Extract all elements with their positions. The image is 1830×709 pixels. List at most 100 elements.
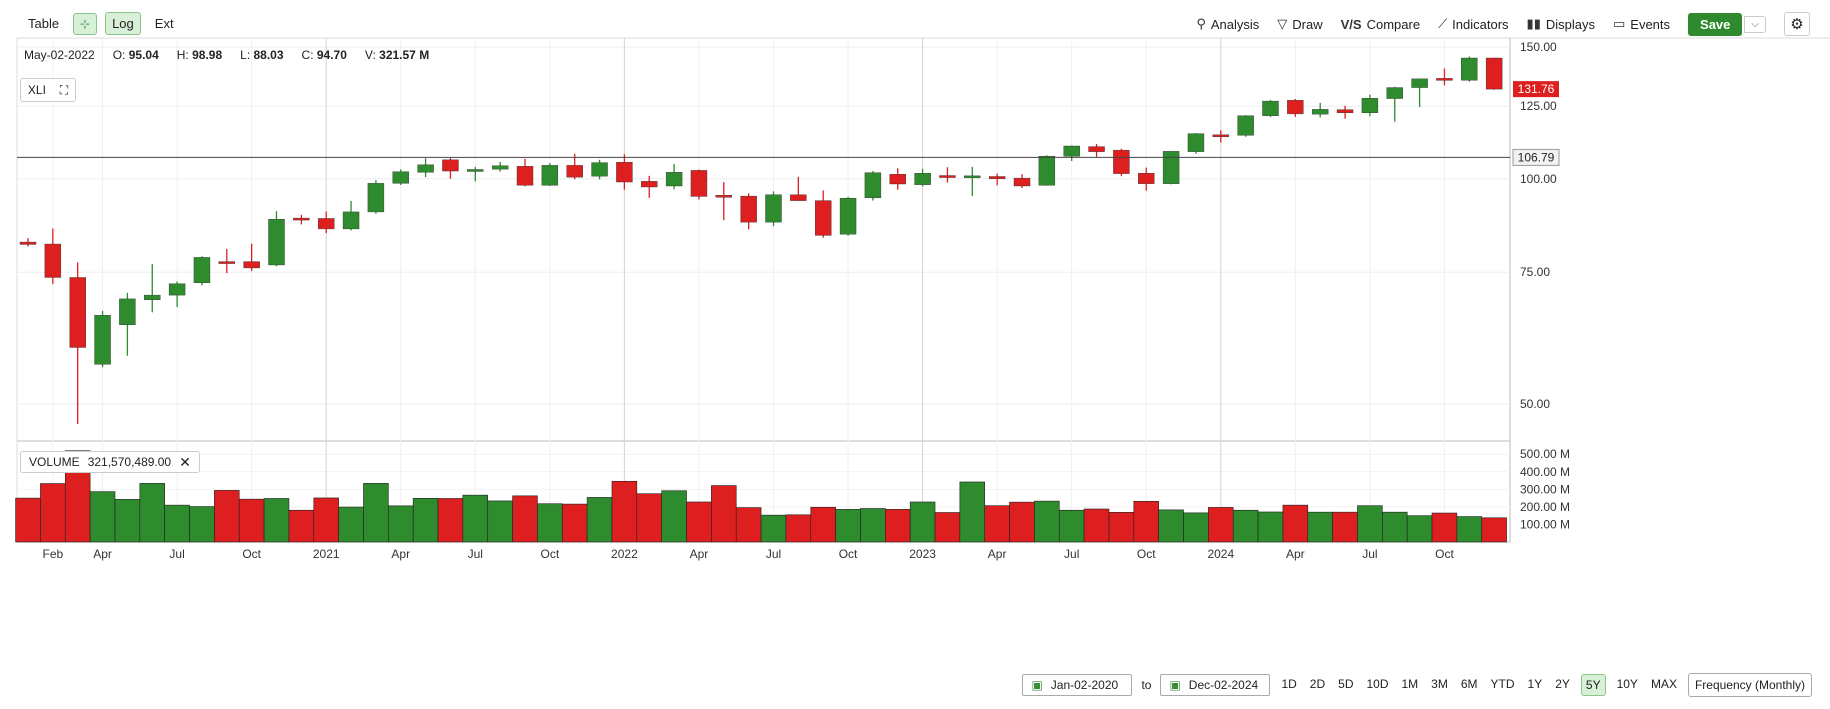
from-date-field[interactable]: ▣ Jan-02-2020 [1022,674,1133,696]
events-button[interactable]: ▭ Events [1613,16,1670,32]
to-date-field[interactable]: ▣ Dec-02-2024 [1160,674,1271,696]
draw-label: Draw [1292,16,1323,32]
candle [1386,87,1403,122]
candle-body [491,165,509,170]
price-tick-label: 150.00 [1520,40,1557,54]
candle [144,264,161,313]
candle-body [119,298,136,325]
candle-body [1138,173,1155,184]
candle [541,163,559,186]
x-tick-label: Jul [468,547,483,561]
frequency-select[interactable]: Frequency (Monthly) [1687,673,1812,697]
x-tick-label: Oct [1137,547,1156,561]
low-label: L: [240,48,251,62]
x-tick-label: Oct [839,547,858,561]
volume-bar [1108,512,1135,543]
volume-bar [810,506,836,543]
volume-legend-label: VOLUME [29,455,80,469]
volume-tick-label: 500.00 M [1520,447,1570,461]
candle-body [193,257,211,284]
range-button-6m[interactable]: 6M [1460,677,1478,691]
log-toggle[interactable]: Log [105,12,141,35]
draw-button[interactable]: ▽ Draw [1277,16,1322,32]
range-button-2d[interactable]: 2D [1309,677,1326,691]
volume-bar [1034,500,1060,543]
volume-bar [1183,512,1209,543]
volume-legend[interactable]: VOLUME 321,570,489.00 ✕ [20,451,200,473]
indicators-button[interactable]: ⟋ Indicators [1438,16,1508,32]
range-button-10y[interactable]: 10Y [1616,677,1638,691]
candle-body [815,200,832,236]
chevron-down-icon[interactable]: ⌵ [1744,15,1766,33]
ext-button[interactable]: Ext [154,16,174,31]
candle-body [268,218,285,266]
symbol-legend[interactable]: XLI ⛶ [20,78,76,102]
candle-body [665,172,683,187]
candle [1063,145,1080,162]
candle [1485,57,1503,90]
candle-body [417,164,434,173]
candle [591,159,608,180]
candle-body [318,218,335,230]
candle-body [1485,57,1503,90]
volume-bar [1431,512,1458,543]
candle [243,243,260,271]
candle-body [19,241,37,245]
volume-bar [1357,505,1383,543]
volume-bar [189,506,215,543]
last-price-tag [1513,81,1559,98]
table-button[interactable]: Table [28,16,60,31]
candle [815,190,832,238]
candle-body [864,172,882,199]
candle [1013,174,1031,188]
range-button-3m[interactable]: 3M [1431,677,1448,691]
range-button-5d[interactable]: 5D [1338,677,1354,691]
expand-icon[interactable]: ⛶ [59,82,69,97]
low-value: 88.03 [253,48,284,62]
candle [1262,100,1279,118]
candle-body [1262,100,1279,116]
candle-body [94,315,111,365]
crosshair-toggle-icon[interactable]: ⊹ [73,12,98,35]
compare-label: Compare [1366,16,1421,32]
range-button-1d[interactable]: 1D [1281,677,1297,691]
calendar-icon: ▣ [1031,678,1043,692]
price-tick-label: 50.00 [1520,397,1550,411]
analysis-button[interactable]: ⚲ Analysis [1196,16,1259,32]
displays-button[interactable]: ▮▮ Displays [1527,16,1595,32]
range-button-10d[interactable]: 10D [1366,677,1389,691]
volume-bar [835,509,861,543]
range-button-max[interactable]: MAX [1650,677,1677,691]
range-button-ytd[interactable]: YTD [1490,677,1515,691]
x-tick-label: Jul [1064,547,1079,561]
candle-body [1113,149,1130,174]
volume-bar [537,503,563,543]
compare-button[interactable]: V/S Compare [1341,17,1420,32]
candle-body [790,194,807,201]
close-icon[interactable]: ✕ [179,453,191,470]
range-button-5y[interactable]: 5Y [1580,674,1606,696]
volume-bar [785,514,812,543]
save-button[interactable]: Save [1688,12,1743,36]
candle [218,248,236,274]
candle-body [367,183,385,213]
candle-body [715,195,732,198]
gear-icon[interactable]: ⚙ [1784,12,1810,36]
volume-bar [388,505,414,543]
candle [641,175,658,198]
ohlc-volume: V: 321.57 M [365,48,429,62]
range-button-1y[interactable]: 1Y [1527,677,1543,691]
pen-icon: ▽ [1277,16,1288,31]
volume-bar [1406,515,1433,543]
range-button-2y[interactable]: 2Y [1555,677,1570,691]
volume-bar [89,491,116,543]
range-button-1m[interactable]: 1M [1401,677,1419,691]
candle [367,180,385,214]
x-tick-label: Jul [766,547,781,561]
candle-body [442,159,459,172]
volume-bar [1382,511,1408,543]
volume-bar [760,514,787,543]
candle [740,193,757,230]
volume-bar [1282,504,1309,543]
